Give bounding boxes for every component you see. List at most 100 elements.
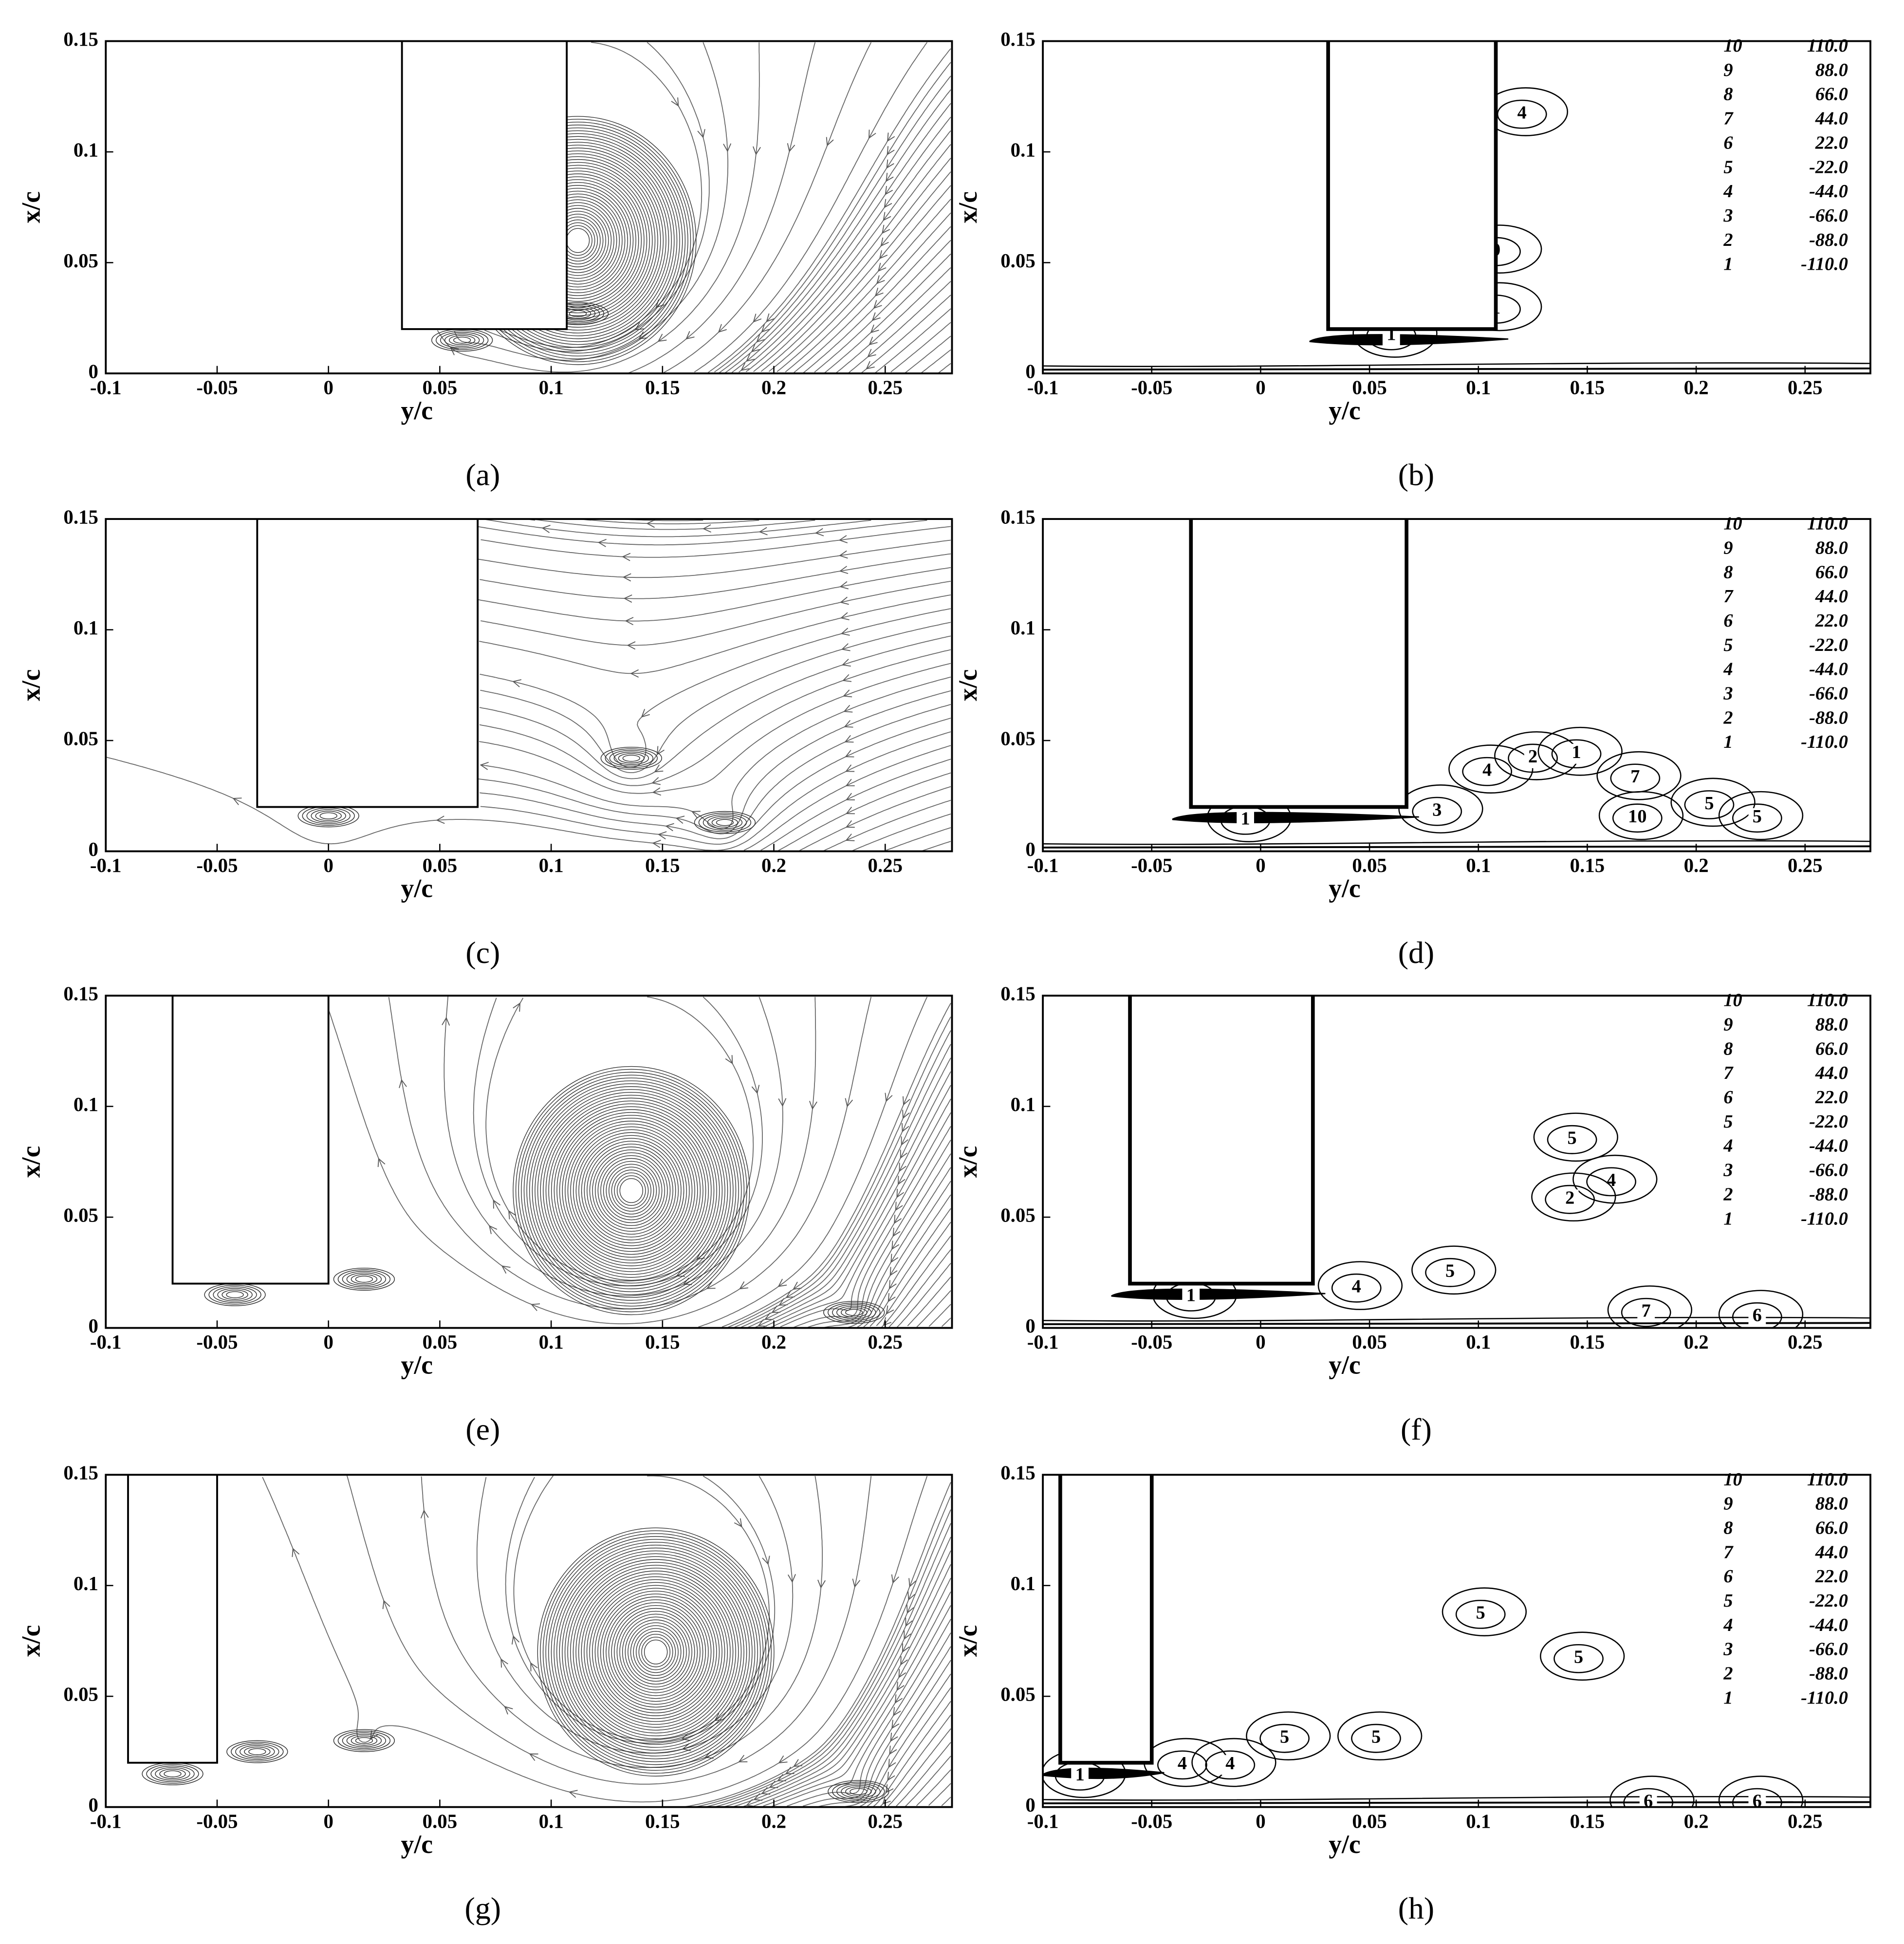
streamline [869,1208,951,1327]
plate [1326,41,1498,331]
vortex-ring [570,1562,742,1742]
contour-label-bg [1472,1604,1490,1625]
streamline-arrow [896,1188,905,1198]
vortex-ring [581,1574,731,1731]
contour-line [1718,1776,1804,1807]
vortex-ring [226,1291,244,1298]
contour-label: 5 [1753,806,1762,827]
y-tick-label: 0.15 [63,506,98,528]
streamline [479,594,951,674]
vortex-ring [618,753,645,763]
x-tick-label: 0.1 [539,1331,564,1353]
streamline-arrow [420,1509,429,1518]
streamline [874,308,951,373]
streamline-arrow [900,1656,908,1666]
x-tick-label: -0.05 [1131,1331,1172,1353]
streamline-arrow [840,612,850,620]
vortex-ring [155,1767,190,1781]
vortex-ring [625,1619,687,1685]
legend-value: 88.0 [1815,60,1848,80]
contour-line [1412,796,1462,826]
streamline-arrow [377,1158,386,1167]
legend-value: 22.0 [1815,132,1848,153]
streamline-arrow [739,1281,748,1290]
y-tick-label: 0.05 [1000,1684,1035,1705]
legend-level: 1 [1723,254,1733,275]
y-tick-label: 0.05 [63,1204,98,1226]
streamline [907,1277,951,1327]
streamline [851,814,951,852]
streamline [849,281,951,373]
legend-level: 4 [1723,1615,1733,1635]
contour-line [1621,1297,1671,1327]
y-axis-label: x/c [953,669,982,702]
vortex-ring [208,1285,261,1305]
contour-label: 6 [1644,1791,1653,1811]
x-tick-label: 0.25 [868,854,903,876]
streamline-arrow [753,146,761,155]
vortex-ring [333,1268,395,1291]
streamline [763,1085,951,1328]
streamline [444,996,783,1296]
streamline-arrow [903,1096,910,1106]
legend-level: 5 [1723,1111,1733,1132]
streamline-arrow [568,1790,578,1798]
streamline [823,799,951,852]
vortex-ring [435,330,489,350]
streamline-arrow [841,659,851,667]
streamline-arrow [493,1199,501,1209]
vortex-ring [606,1599,706,1705]
streamline-arrow [839,581,849,590]
x-tick-label: 0.15 [645,1331,680,1353]
legend-level: 1 [1723,1208,1733,1229]
vortex-ring [597,1591,714,1713]
streamline [777,772,951,852]
streamline-arrow [902,1110,910,1119]
streamline [479,649,951,786]
streamline-arrow [902,1123,909,1132]
x-tick-label: -0.1 [90,1331,122,1353]
vortex-ring [565,1121,698,1260]
y-tick-label: 0 [89,1315,98,1337]
streamline-arrow [622,573,631,582]
streamline-arrow [702,524,711,533]
streamline-arrow [882,224,890,234]
streamline-arrow [839,550,848,559]
contour-line [1246,1711,1331,1760]
streamline-arrow [771,1305,781,1313]
y-tick-label: 0 [1025,1315,1035,1337]
vortex-ring [150,1765,195,1782]
vortex-ring [342,1271,387,1288]
panel: -0.1 -0.05 0 0.05 0.1 0.15 0.2 0.25 0 0.05 0.1 0.15… [16,28,953,492]
contour-label: 7 [1630,766,1640,787]
vortex-ring [540,1094,723,1287]
streamline-arrow [893,1707,901,1717]
contour-line [1540,1631,1625,1681]
streamline [480,608,951,768]
vortex-ring [554,1545,758,1759]
legend-level: 1 [1723,1687,1733,1708]
legend-level: 2 [1723,230,1733,250]
contour-label: 1 [1241,809,1250,829]
vortex-ring [578,1135,684,1246]
legend-level: 10 [1723,1469,1742,1490]
legend-level: 5 [1723,1591,1733,1611]
contour-label-bg [1563,1129,1581,1150]
streamline [694,42,928,372]
vortex-ring [608,1602,703,1702]
streamline-arrow [846,806,855,815]
contour-line [1317,1261,1403,1310]
x-tick-label: 0.25 [868,1331,903,1353]
streamline-arrow [838,535,848,543]
streamline-arrow [817,1579,826,1589]
streamline-arrow [809,1101,817,1110]
streamline-arrow [778,1098,787,1107]
contour-line [1448,744,1534,794]
vortex-ring [597,1155,665,1226]
streamline-arrow [896,1682,905,1691]
contour-label-bg [1071,1766,1089,1786]
x-tick-label: 0.1 [1466,854,1491,876]
streamline-arrow [399,1079,407,1089]
streamline-arrow [891,1574,899,1584]
